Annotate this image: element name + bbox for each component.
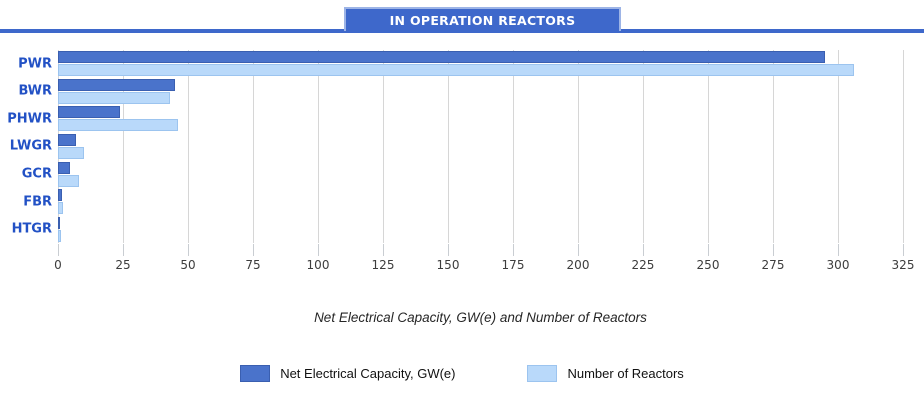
gridline-50	[188, 50, 189, 243]
bar-bwr-capacity	[58, 78, 175, 91]
bar-phwr-capacity	[58, 106, 121, 119]
x-tick-label-175: 175	[501, 258, 525, 272]
x-axis: 0 25 50 75 100 125 150 175 200 225 250 275 300 325	[54, 243, 914, 275]
category-label-gcr: GCR	[21, 166, 52, 182]
x-tick-label-75: 75	[245, 258, 261, 272]
bar-chart: PWR BWR PHWR LWGR GCR FBR HTGR 0 25 50 75 100 125 15…	[7, 50, 914, 275]
gridline-325	[903, 50, 904, 243]
bar-phwr-count	[58, 119, 178, 132]
legend-swatch-capacity	[240, 365, 271, 382]
x-tick-label-200: 200	[566, 258, 590, 272]
x-tick-225	[642, 244, 644, 256]
bar-bwr-count	[58, 91, 170, 104]
legend-label-capacity: Net Electrical Capacity, GW(e)	[280, 366, 456, 381]
x-tick-250	[708, 244, 709, 256]
legend-item-capacity: Net Electrical Capacity, GW(e)	[240, 365, 455, 382]
bar-gcr-capacity	[58, 161, 71, 174]
x-tick-50	[188, 244, 189, 256]
x-tick-125	[383, 244, 384, 256]
gridline-250	[708, 50, 709, 243]
bar-gcr-count	[58, 174, 79, 187]
gridline-125	[383, 50, 384, 243]
plot-area: PWR BWR PHWR LWGR GCR FBR HTGR	[7, 50, 904, 243]
legend-swatch-count	[527, 365, 558, 382]
x-tick-label-100: 100	[306, 258, 330, 272]
legend-label-count: Number of Reactors	[567, 366, 684, 381]
chart-row-htgr: HTGR	[12, 215, 903, 243]
bar-fbr-capacity	[58, 189, 62, 202]
gridline-25	[123, 50, 124, 243]
x-tick-0	[58, 244, 59, 256]
x-tick-label-225: 225	[631, 258, 655, 272]
bar-htgr-count	[58, 229, 61, 242]
chart-row-fbr: FBR	[23, 188, 903, 216]
x-tick-label-250: 250	[696, 258, 720, 272]
gridline-300	[838, 50, 839, 243]
chart-title-tab: IN OPERATION REACTORS	[344, 7, 621, 31]
gridline-225	[642, 50, 644, 243]
gridline-200	[578, 50, 579, 243]
x-tick-175	[513, 244, 514, 256]
x-tick-label-125: 125	[371, 258, 395, 272]
bar-rows: PWR BWR PHWR LWGR GCR FBR HTGR	[7, 50, 903, 243]
x-tick-label-25: 25	[115, 258, 131, 272]
x-tick-label-50: 50	[180, 258, 196, 272]
gridline-0	[58, 50, 59, 243]
chart-row-pwr: PWR	[18, 50, 903, 78]
x-tick-label-275: 275	[761, 258, 785, 272]
x-tick-75	[253, 244, 254, 256]
x-tick-label-300: 300	[826, 258, 850, 272]
header-rule	[0, 29, 924, 33]
chart-row-phwr: PHWR	[7, 105, 903, 133]
chart-header: IN OPERATION REACTORS	[0, 0, 924, 34]
bar-htgr-capacity	[58, 216, 60, 229]
category-label-pwr: PWR	[18, 56, 52, 72]
x-tick-label-150: 150	[436, 258, 460, 272]
x-tick-label-0: 0	[54, 258, 62, 272]
bar-fbr-count	[58, 202, 64, 215]
chart-row-bwr: BWR	[18, 78, 903, 106]
category-label-bwr: BWR	[18, 83, 52, 99]
bar-pwr-count	[58, 64, 854, 77]
page-title: IN OPERATION REACTORS	[389, 12, 576, 28]
x-tick-200	[578, 244, 579, 256]
legend-item-count: Number of Reactors	[527, 365, 684, 382]
bar-lwgr-capacity	[58, 133, 77, 146]
x-tick-325	[903, 244, 904, 256]
gridline-100	[318, 50, 319, 243]
gridline-150	[448, 50, 449, 243]
chart-row-lwgr: LWGR	[10, 133, 903, 161]
axis-caption: Net Electrical Capacity, GW(e) and Numbe…	[314, 310, 647, 325]
chart-legend: Net Electrical Capacity, GW(e) Number of …	[0, 365, 924, 382]
gridline-75	[253, 50, 254, 243]
chart-row-gcr: GCR	[22, 160, 903, 188]
x-tick-25	[123, 244, 124, 256]
gridline-175	[513, 50, 514, 243]
category-label-phwr: PHWR	[7, 111, 52, 127]
x-tick-275	[773, 244, 774, 256]
gridline-275	[773, 50, 774, 243]
category-label-htgr: HTGR	[11, 221, 52, 237]
bar-pwr-capacity	[58, 51, 825, 64]
x-tick-100	[318, 244, 319, 256]
x-tick-150	[448, 244, 449, 256]
category-label-lwgr: LWGR	[9, 138, 52, 154]
x-tick-300	[838, 244, 839, 256]
bar-lwgr-count	[58, 146, 84, 159]
category-label-fbr: FBR	[23, 194, 52, 210]
x-tick-label-325: 325	[891, 258, 915, 272]
